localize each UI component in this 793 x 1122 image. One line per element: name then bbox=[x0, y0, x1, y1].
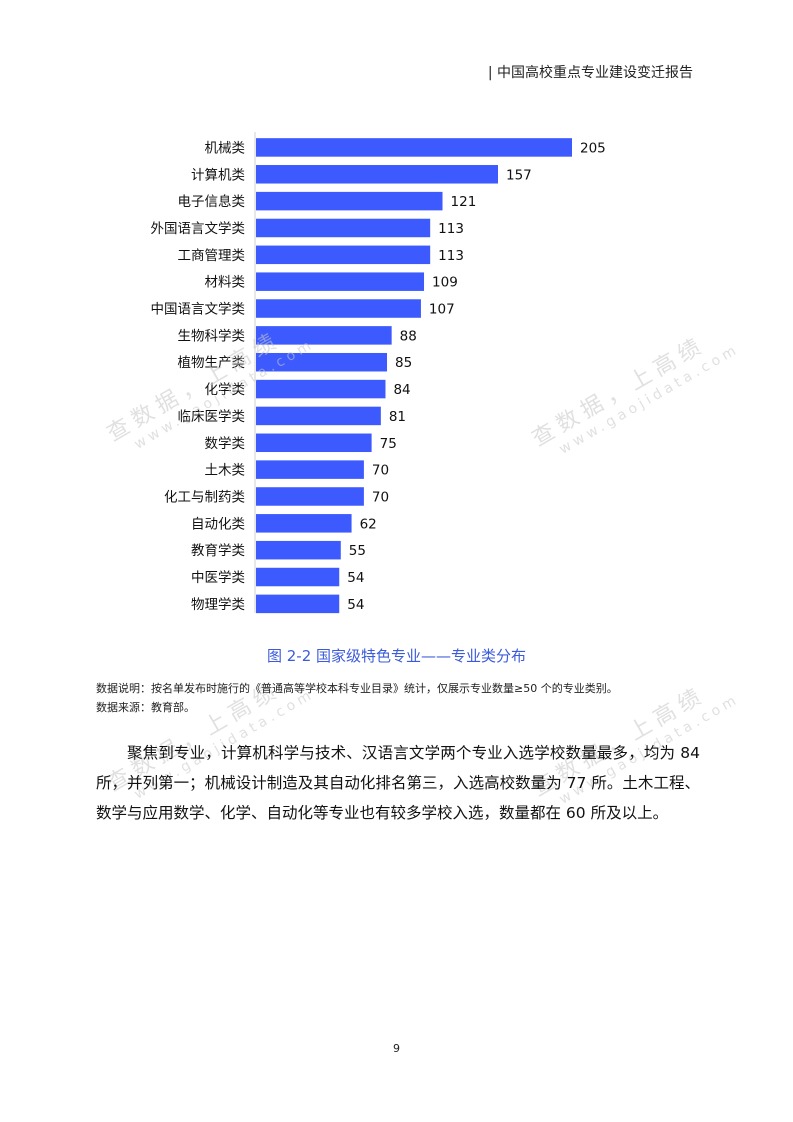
category-label: 中国语言文学类 bbox=[151, 302, 246, 318]
bar bbox=[256, 379, 386, 399]
category-label: 土木类 bbox=[205, 463, 246, 479]
page-number: 9 bbox=[393, 1042, 400, 1055]
bar bbox=[256, 514, 352, 533]
bar bbox=[256, 540, 341, 560]
value-label: 84 bbox=[393, 382, 410, 398]
category-label: 数学类 bbox=[205, 436, 246, 452]
value-label: 88 bbox=[400, 328, 417, 344]
value-label: 157 bbox=[506, 167, 532, 183]
data-note: 数据说明：按名单发布时施行的《普通高等学校本科专业目录》统计，仅展示专业数量≥5… bbox=[96, 682, 618, 695]
bar bbox=[256, 594, 340, 614]
value-label: 70 bbox=[372, 463, 389, 479]
bar bbox=[256, 433, 372, 453]
bar bbox=[256, 218, 431, 238]
value-label: 205 bbox=[580, 140, 606, 156]
value-label: 70 bbox=[372, 489, 389, 505]
category-label: 生物科学类 bbox=[178, 328, 246, 344]
value-label: 81 bbox=[389, 409, 406, 425]
value-label: 107 bbox=[429, 302, 455, 318]
value-label: 121 bbox=[451, 194, 477, 210]
value-label: 113 bbox=[438, 221, 464, 237]
figure-caption: 图 2-2 国家级特色专业——专业类分布 bbox=[266, 647, 527, 665]
bar-group: 机械类 205 计算机类 157 电子信息类 121 外国语言文学类 113 工商管理类 113 材… bbox=[151, 138, 606, 614]
value-label: 54 bbox=[347, 597, 364, 613]
bar bbox=[256, 460, 364, 479]
data-source: 数据来源：教育部。 bbox=[96, 701, 195, 714]
value-label: 62 bbox=[360, 516, 377, 532]
category-label: 机械类 bbox=[205, 140, 246, 156]
bar bbox=[256, 191, 443, 211]
category-label: 工商管理类 bbox=[178, 248, 246, 264]
bar bbox=[256, 326, 392, 345]
value-label: 113 bbox=[438, 248, 464, 264]
category-label: 植物生产类 bbox=[178, 355, 246, 371]
category-label: 教育学类 bbox=[191, 543, 245, 559]
bar bbox=[256, 487, 364, 506]
value-label: 75 bbox=[380, 436, 397, 452]
category-label: 化学类 bbox=[205, 382, 246, 398]
value-label: 85 bbox=[395, 355, 412, 371]
category-label: 计算机类 bbox=[191, 167, 245, 183]
category-label: 自动化类 bbox=[191, 516, 245, 532]
value-label: 109 bbox=[432, 275, 458, 291]
category-label: 电子信息类 bbox=[178, 193, 246, 210]
bar bbox=[256, 352, 388, 372]
category-label: 化工与制药类 bbox=[164, 489, 245, 505]
bar bbox=[256, 245, 431, 265]
value-label: 55 bbox=[349, 543, 366, 559]
category-label: 中医学类 bbox=[191, 570, 245, 586]
bar bbox=[256, 299, 421, 318]
category-label: 临床医学类 bbox=[178, 409, 246, 425]
bar bbox=[256, 406, 381, 426]
bar bbox=[256, 165, 499, 184]
bar bbox=[256, 138, 572, 157]
bar bbox=[256, 567, 340, 587]
category-label: 外国语言文学类 bbox=[151, 221, 246, 237]
bar-chart: 机械类 205 计算机类 157 电子信息类 121 外国语言文学类 113 工商管理类 113 材… bbox=[151, 132, 606, 614]
running-header: | 中国高校重点专业建设变迁报告 bbox=[487, 65, 693, 81]
bar bbox=[256, 272, 425, 291]
category-label: 物理学类 bbox=[191, 597, 245, 613]
body-paragraph: 聚焦到专业，计算机科学与技术、汉语言文学两个专业入选学校数量最多，均为 84 所… bbox=[96, 744, 700, 822]
value-label: 54 bbox=[347, 570, 364, 586]
category-label: 材料类 bbox=[205, 275, 246, 291]
